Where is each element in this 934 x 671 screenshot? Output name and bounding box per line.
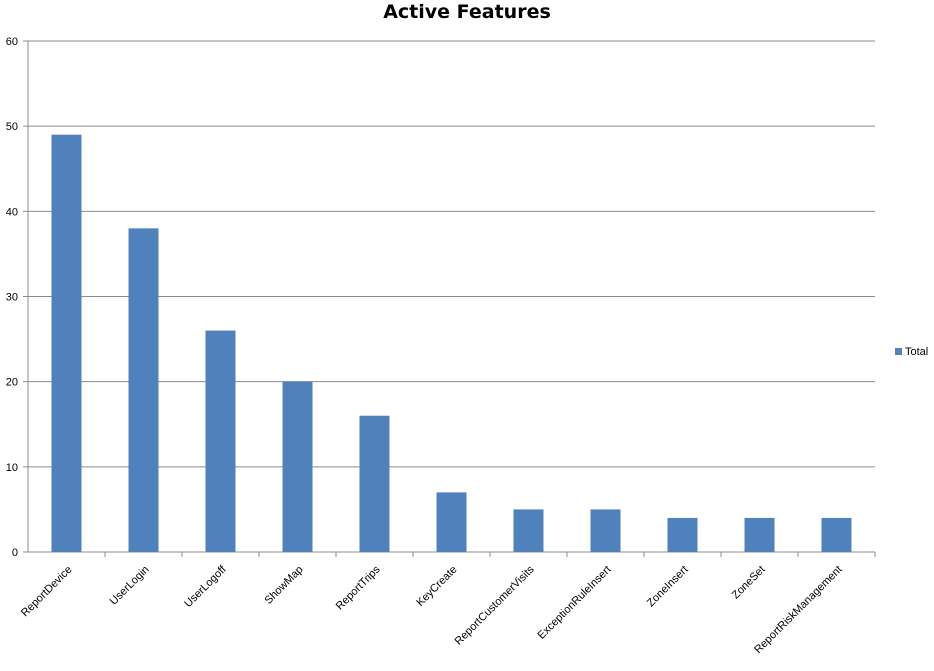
bar: [205, 330, 236, 552]
bar: [51, 134, 82, 552]
bar: [590, 509, 621, 552]
x-tick-label: ZoneSet: [730, 564, 768, 602]
y-tick-label: 50: [6, 121, 18, 133]
bar: [282, 381, 313, 552]
y-tick-label: 20: [6, 377, 18, 389]
x-tick-label: UserLogoff: [182, 563, 229, 610]
chart-title: Active Features: [383, 1, 551, 23]
bar: [359, 415, 390, 552]
x-tick-label: ShowMap: [263, 564, 306, 607]
bar: [436, 492, 467, 552]
legend-label: Total: [905, 346, 928, 358]
y-tick-label: 60: [6, 36, 18, 48]
y-tick-label: 0: [12, 547, 18, 559]
x-tick-label: ZoneInsert: [645, 564, 691, 610]
x-tick-label: KeyCreate: [414, 564, 459, 609]
y-tick-label: 40: [6, 206, 18, 218]
y-tick-label: 30: [6, 292, 18, 304]
x-tick-label: ReportCustomerVisits: [453, 563, 537, 647]
bar: [744, 517, 775, 552]
x-tick-label: ReportTrips: [334, 563, 383, 612]
bar: [667, 517, 698, 552]
bar: [821, 517, 852, 552]
x-tick-label: ReportDevice: [19, 564, 75, 620]
bar: [128, 228, 159, 552]
bar: [513, 509, 544, 552]
x-tick-label: ReportRiskManagement: [752, 564, 844, 656]
x-tick-label: ExceptionRuleInsert: [536, 564, 614, 642]
legend-swatch: [895, 348, 902, 355]
x-tick-label: UserLogin: [108, 564, 152, 608]
y-tick-label: 10: [6, 462, 18, 474]
